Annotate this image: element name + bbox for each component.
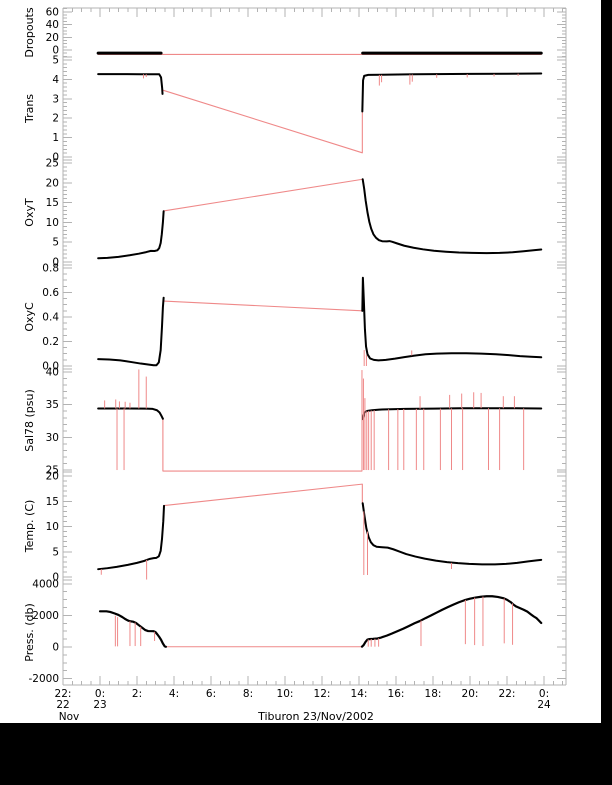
day-label: 23 (93, 699, 106, 711)
y-tick-label: 10 (46, 521, 59, 533)
y-tick-label: 0 (52, 45, 59, 57)
plot-page: 22: 0: 2: 4: 6: 8: 10: 12: 14: 16: 18: 20: 22: 0: 22 23… (0, 0, 601, 723)
y-tick-label: 0.0 (42, 361, 59, 373)
series-black-press (360, 595, 543, 648)
y-tick-label: 15 (46, 197, 59, 209)
x-tick-label: 12: (314, 688, 331, 700)
day-label: 24 (537, 699, 551, 711)
x-tick-label: 6: (206, 688, 216, 700)
x-tick-label: 20: (462, 688, 479, 700)
ylabel-oxyt: OxyT (23, 198, 36, 227)
y-tick-label: 1 (52, 132, 59, 144)
y-tick-label: 0 (52, 152, 59, 164)
x-tick-label: 22: (55, 688, 72, 700)
y-tick-label: 20 (46, 177, 59, 189)
x-tick-label: 4: (169, 688, 179, 700)
x-tick-label: 0: (95, 688, 105, 700)
y-tick-label: 2 (52, 113, 59, 125)
y-tick-label: 2000 (32, 610, 59, 622)
y-tick-label: 10 (46, 217, 59, 229)
y-tick-label: 5 (52, 237, 59, 249)
x-tick-label: 18: (425, 688, 442, 700)
series-black-oxyt (97, 210, 165, 260)
series-red-temp (163, 483, 363, 507)
x-tick-label: 0: (539, 688, 549, 700)
y-tick-label: -2000 (28, 673, 59, 685)
x-tick-label: 8: (243, 688, 253, 700)
ylabel-oxyc: OxyC (23, 302, 36, 332)
ylabel-trans: Trans (23, 94, 36, 124)
series-red-sal78 (162, 418, 363, 472)
y-tick-label: 0.6 (42, 287, 59, 299)
y-tick-label: 30 (46, 432, 59, 444)
y-tick-label: 5 (52, 54, 59, 66)
x-tick-label: 16: (388, 688, 405, 700)
series-red-oxyc (163, 300, 363, 312)
y-tick-label: 40 (46, 19, 59, 31)
ylabel-sal78: Sal78 (psu) (23, 389, 36, 452)
month-label: Nov (59, 711, 80, 723)
series-red-trans (161, 89, 363, 154)
chart-title: Tiburon 23/Nov/2002 (257, 710, 374, 723)
x-tick-label: 14: (351, 688, 368, 700)
ctd-timeseries-chart: 22: 0: 2: 4: 6: 8: 10: 12: 14: 16: 18: 20: 22: 0:22 23… (23, 6, 567, 723)
x-tick-label: 10: (277, 688, 294, 700)
y-tick-label: 20 (46, 471, 59, 483)
series-black-oxyt (361, 178, 543, 255)
x-tick-label: 2: (132, 688, 142, 700)
y-tick-label: 4 (52, 74, 59, 86)
series-black-press (98, 610, 167, 648)
y-tick-label: 3 (52, 93, 59, 105)
y-tick-label: 0 (52, 572, 59, 584)
series-red-oxyt (163, 178, 364, 212)
y-tick-label: 0 (52, 256, 59, 268)
y-tick-label: 0 (52, 642, 59, 654)
series-black-oxyc (97, 296, 165, 367)
series-black-trans (361, 72, 543, 113)
series-black-temp (361, 502, 543, 566)
y-tick-label: 20 (46, 32, 59, 44)
y-tick-label: 25 (46, 465, 59, 477)
day-label: 22 (56, 699, 69, 711)
x-tick-label: 22: (499, 688, 516, 700)
series-black-trans (97, 73, 164, 95)
series-black-oxyc (361, 276, 543, 362)
y-tick-label: 0.8 (42, 262, 59, 274)
y-tick-label: 5 (52, 546, 59, 558)
ylabel-temp: Temp. (C) (23, 500, 36, 554)
y-tick-label: 4000 (32, 578, 59, 590)
y-tick-label: 60 (46, 6, 59, 18)
series-black-sal78 (97, 407, 164, 420)
y-tick-label: 0.4 (42, 311, 59, 323)
y-tick-label: 15 (46, 496, 59, 508)
y-tick-label: 35 (46, 399, 59, 411)
y-tick-label: 25 (46, 158, 59, 170)
y-tick-label: 0.2 (42, 336, 59, 348)
ylabel-dropouts: Dropouts (23, 7, 36, 57)
series-black-temp (97, 504, 166, 571)
y-tick-label: 40 (46, 367, 59, 379)
ylabel-press: Press. (db) (23, 603, 36, 662)
